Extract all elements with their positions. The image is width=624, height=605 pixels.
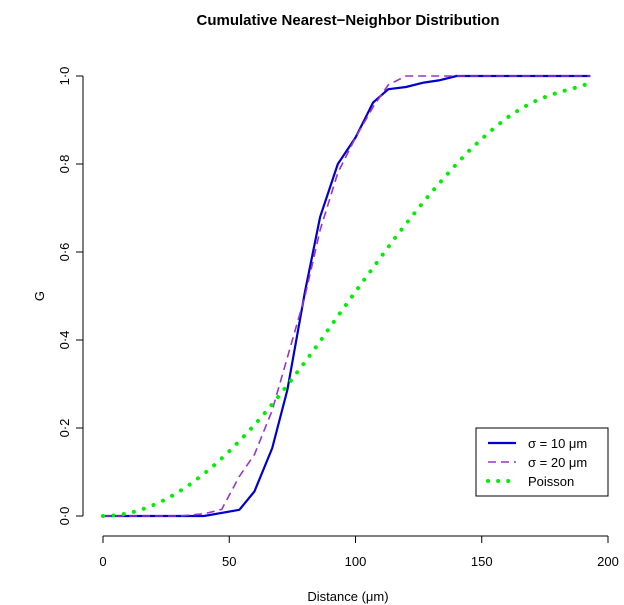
y-axis: 0·0 0·2 0·4 0·6 0·8 1·0	[57, 67, 84, 526]
plot-area	[101, 74, 593, 518]
legend-label-2: σ = 20 μm	[528, 455, 587, 470]
legend-box	[475, 427, 609, 497]
x-tick-label: 50	[222, 554, 236, 569]
legend-label-3: Poisson	[528, 474, 574, 489]
y-axis-label: G	[32, 291, 47, 301]
legend: σ = 10 μm σ = 20 μm Poisson	[475, 427, 609, 497]
x-axis: 0 50 100 150 200	[99, 535, 619, 569]
y-tick-label: 0·4	[57, 331, 72, 350]
y-tick-label: 0·2	[57, 419, 72, 438]
y-tick-label: 0·6	[57, 243, 72, 262]
x-tick-label: 100	[345, 554, 367, 569]
y-tick-label: 1·0	[57, 67, 72, 86]
y-tick-label: 0·8	[57, 155, 72, 174]
chart-title: Cumulative Nearest−Neighbor Distribution	[197, 12, 500, 29]
y-tick-label: 0·0	[57, 507, 72, 526]
legend-label-1: σ = 10 μm	[528, 436, 587, 451]
x-tick-label: 150	[471, 554, 493, 569]
x-tick-label: 200	[597, 554, 619, 569]
x-axis-label: Distance (μm)	[307, 589, 388, 604]
x-tick-label: 0	[99, 554, 106, 569]
